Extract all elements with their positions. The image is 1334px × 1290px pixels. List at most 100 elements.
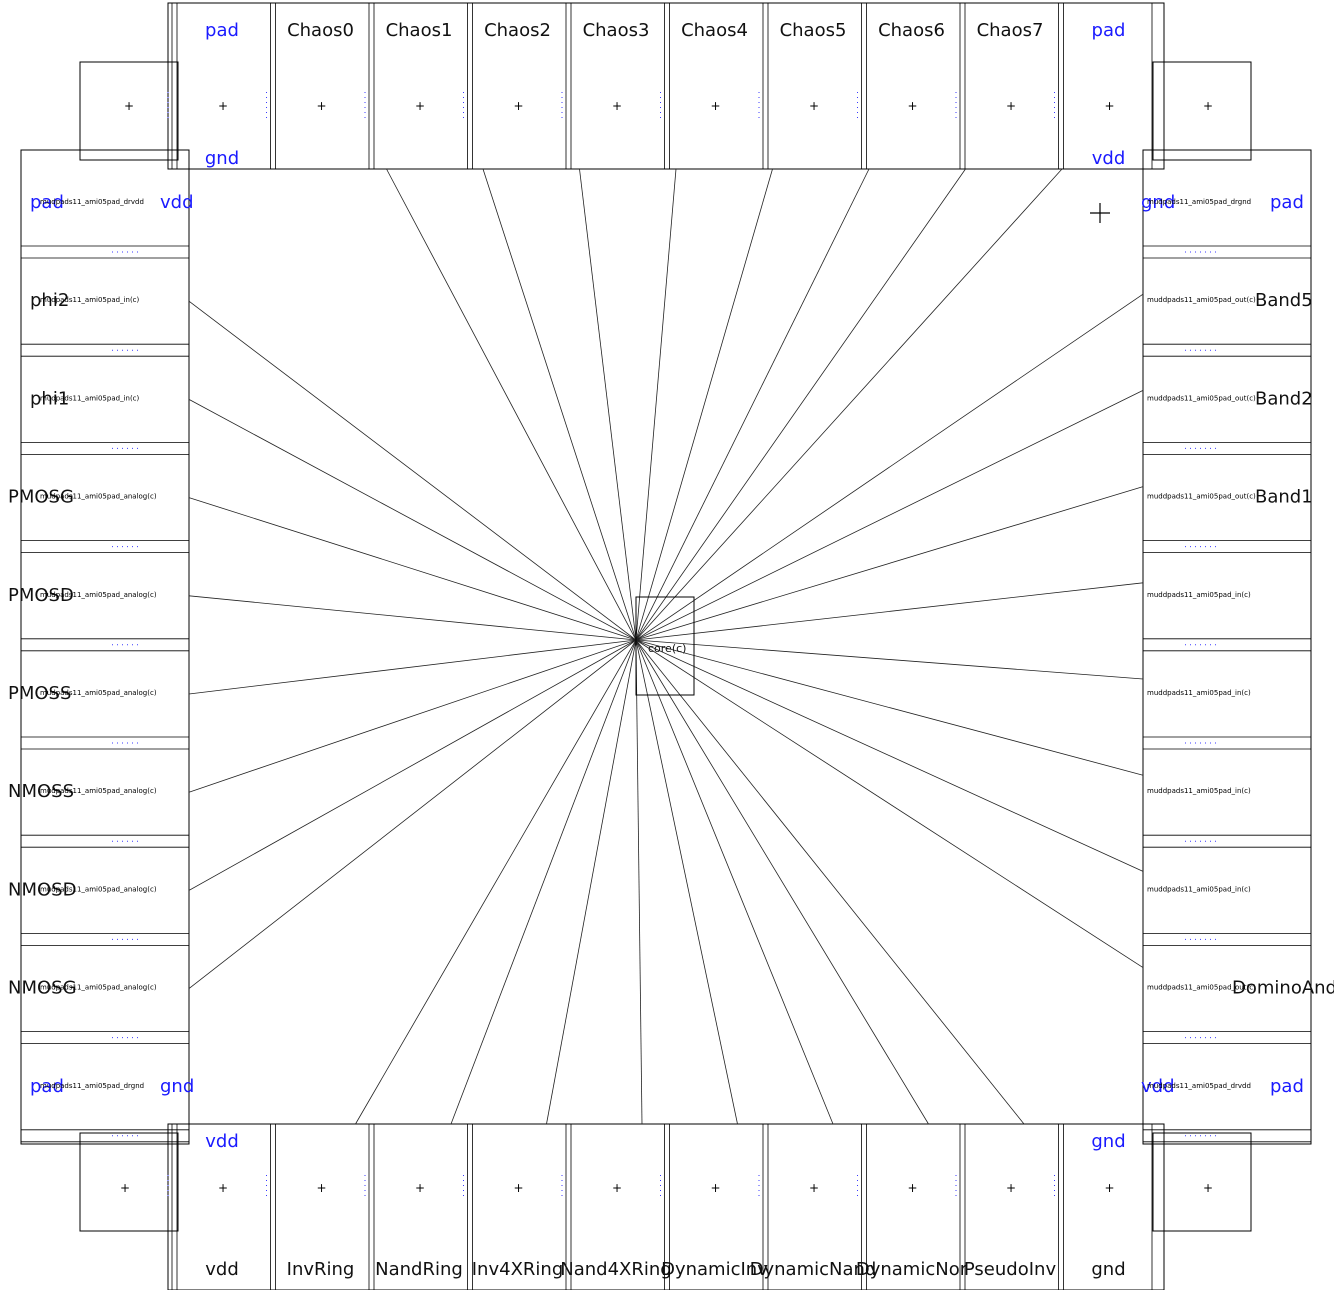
- top-pad-2[interactable]: Chaos1 +: [364, 3, 453, 169]
- left-pad-cell-name: mudpads11_ami05pad_analog(c): [40, 984, 157, 992]
- top-pad-label: Chaos4: [681, 20, 748, 41]
- right-pad-1[interactable]: muddpads11_ami05pad_out(c) Band5: [1143, 290, 1313, 357]
- right-pad-cell-name: muddpads11_ami05pad_in(c): [1147, 591, 1251, 599]
- bottom-pad-2[interactable]: + NandRing: [364, 1124, 463, 1290]
- core-cell[interactable]: core(c): [635, 596, 695, 696]
- top-pad-1[interactable]: Chaos0 +: [266, 3, 354, 169]
- top-pad-9[interactable]: pad + vdd: [1054, 3, 1126, 169]
- corner-cells: + + + +: [79, 61, 1252, 1232]
- wire-left-3: [188, 497, 637, 641]
- top-pad-3[interactable]: Chaos2 +: [463, 3, 551, 169]
- top-pad-label: Chaos7: [977, 20, 1044, 41]
- left-pad-cell-name: mudpads11_ami05pad_analog(c): [40, 493, 157, 501]
- bottom-pad-0[interactable]: vdd + vdd: [167, 1124, 239, 1290]
- right-pad-cell-name: muddpads11_ami05pad_in(c): [1147, 787, 1251, 795]
- right-pad-net-label: vdd: [1141, 1076, 1175, 1097]
- wire-top-5: [635, 168, 773, 641]
- left-pad-cell-name: mudpads11_ami05pad_in(c): [40, 394, 140, 402]
- right-pad-cell-name: muddpads11_ami05pad_in(c): [1147, 689, 1251, 697]
- top-pad-6[interactable]: Chaos5 +: [758, 3, 846, 169]
- wire-bottom-2: [450, 639, 637, 1125]
- routing-wires: [188, 168, 1144, 1125]
- top-pad-net-label: gnd: [205, 148, 239, 169]
- top-pad-7[interactable]: Chaos6 +: [857, 3, 945, 169]
- left-pad-label: phi1: [30, 388, 69, 409]
- bottom-pad-label: DynamicNand: [750, 1259, 877, 1280]
- left-pad-cell-name: mudpads11_ami05pad_analog(c): [40, 689, 157, 697]
- bottom-pad-8[interactable]: + PseudoInv: [955, 1124, 1056, 1290]
- top-pad-net-label: vdd: [1092, 148, 1126, 169]
- svg-text:+: +: [1203, 99, 1213, 113]
- bottom-pad-5[interactable]: + DynamicInv: [660, 1124, 769, 1290]
- top-pad-8[interactable]: Chaos7 +: [955, 3, 1044, 169]
- pad-origin-plus: +: [1105, 99, 1115, 113]
- right-pad-4[interactable]: muddpads11_ami05pad_in(c): [1143, 591, 1311, 652]
- right-pad-label: Band2: [1255, 388, 1313, 409]
- wire-right-7: [635, 639, 1144, 872]
- right-pad-label: pad: [1270, 192, 1304, 213]
- pad-origin-plus: +: [218, 99, 228, 113]
- right-pad-cell-name: muddpads11_ami05pad_out(c): [1147, 296, 1256, 304]
- wire-bottom-7: [635, 639, 929, 1125]
- right-pad-cell-name: muddpads11_ami05pad_in(c): [1147, 885, 1251, 893]
- left-pad-label: pad: [30, 1076, 64, 1097]
- left-pad-label: PMOSS: [8, 683, 71, 704]
- pad-origin-plus: +: [514, 1181, 524, 1195]
- wire-bottom-8: [635, 639, 1025, 1125]
- right-pad-6[interactable]: muddpads11_ami05pad_in(c): [1143, 787, 1311, 848]
- right-pad-label: pad: [1270, 1076, 1304, 1097]
- bottom-pad-3[interactable]: + Inv4XRing: [463, 1124, 564, 1290]
- left-pad-cell-name: mudpads11_ami05pad_analog(c): [40, 787, 157, 795]
- wire-top-2: [482, 168, 637, 641]
- wire-right-1: [635, 293, 1144, 641]
- left-pad-label: NMOSS: [8, 781, 74, 802]
- left-pad-net-label: gnd: [160, 1076, 194, 1097]
- right-pad-8[interactable]: muddpads11_ami05pad_out(c)DominoAnd: [1143, 978, 1334, 1044]
- bottom-pad-4[interactable]: + Nand4XRing: [560, 1124, 672, 1290]
- wire-top-3: [579, 168, 637, 641]
- wire-top-7: [635, 168, 966, 641]
- wire-right-8: [635, 639, 1144, 968]
- wire-top-6: [635, 168, 870, 641]
- pad-origin-plus: +: [1006, 99, 1016, 113]
- left-pad-label: phi2: [30, 290, 69, 311]
- bottom-pad-6[interactable]: + DynamicNand: [750, 1124, 877, 1290]
- bottom-pad-label: gnd: [1091, 1259, 1125, 1280]
- right-pad-3[interactable]: muddpads11_ami05pad_out(c) Band1: [1143, 487, 1313, 553]
- right-pad-net-label: gnd: [1141, 192, 1175, 213]
- top-pad-4[interactable]: Chaos3 +: [561, 3, 649, 169]
- right-pad-cell-name: mudpads11_ami05pad_drvdd: [1147, 1082, 1251, 1090]
- top-pad-5[interactable]: Chaos4 +: [660, 3, 748, 169]
- right-pad-cell-name: muddpads11_ami05pad_out(c): [1147, 394, 1256, 402]
- wire-right-4: [635, 582, 1144, 641]
- bottom-pad-9[interactable]: gnd + gnd: [1054, 1124, 1126, 1290]
- bottom-pad-label: InvRing: [287, 1259, 355, 1280]
- right-pad-5[interactable]: muddpads11_ami05pad_in(c): [1143, 689, 1311, 750]
- bottom-pad-1[interactable]: + InvRing: [266, 1124, 355, 1290]
- left-pad-net-label: vdd: [160, 192, 194, 213]
- bottom-pad-7[interactable]: + DynamicNor: [856, 1124, 968, 1290]
- wire-left-5: [188, 639, 637, 695]
- top-pad-label: Chaos1: [386, 20, 453, 41]
- svg-text:+: +: [124, 99, 134, 113]
- right-pad-7[interactable]: muddpads11_ami05pad_in(c): [1143, 885, 1311, 946]
- wire-left-8: [188, 639, 637, 989]
- pad-origin-plus: +: [415, 99, 425, 113]
- right-pad-2[interactable]: muddpads11_ami05pad_out(c) Band2: [1143, 388, 1313, 455]
- pad-origin-plus: +: [908, 1181, 918, 1195]
- top-pad-0[interactable]: pad + gnd: [167, 3, 239, 169]
